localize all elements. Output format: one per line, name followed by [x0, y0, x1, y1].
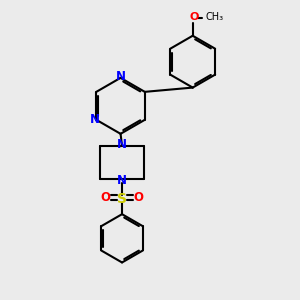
Text: O: O [101, 190, 111, 204]
Text: N: N [117, 173, 127, 187]
Text: CH₃: CH₃ [205, 13, 223, 22]
Text: N: N [117, 139, 127, 152]
Text: O: O [190, 13, 199, 22]
Text: O: O [133, 190, 143, 204]
Text: S: S [117, 192, 127, 206]
Text: N: N [90, 113, 100, 126]
Text: N: N [116, 70, 126, 83]
